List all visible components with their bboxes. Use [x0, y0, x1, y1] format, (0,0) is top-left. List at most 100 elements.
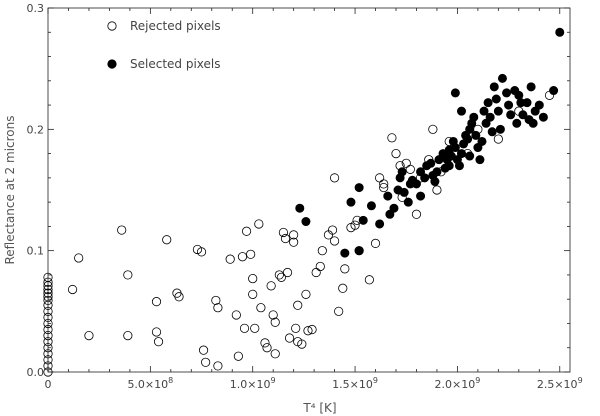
rejected-pixel-point — [43, 349, 53, 359]
selected-pixel-point — [504, 100, 514, 110]
rejected-pixel-point — [248, 273, 258, 284]
rejected-pixel-point — [237, 252, 248, 262]
rejected-pixel-point — [67, 284, 78, 295]
selected-pixel-point — [479, 106, 489, 116]
selected-pixel-point — [475, 155, 485, 165]
selected-pixel-point — [426, 158, 436, 168]
rejected-pixel-point — [43, 355, 53, 365]
selected-pixel-point — [450, 88, 460, 98]
selected-pixel-point — [491, 94, 501, 104]
rejected-pixel-point — [43, 284, 53, 295]
rejected-pixel-point — [174, 292, 184, 302]
rejected-pixel-point — [307, 324, 317, 335]
selected-pixel-point — [389, 203, 399, 213]
rejected-pixel-point — [43, 288, 53, 298]
rejected-pixel-point — [274, 270, 284, 280]
rejected-pixel-point — [231, 310, 241, 320]
x-tick-label: 2.0×109 — [435, 376, 481, 391]
rejected-pixel-point — [270, 317, 280, 327]
y-tick-label: 0.2 — [27, 123, 45, 136]
rejected-pixel-point — [162, 235, 172, 245]
x-axis-title: T⁴ [K] — [302, 401, 336, 415]
legend-selected-label: Selected pixels — [130, 57, 221, 71]
selected-pixel-point — [526, 82, 536, 92]
rejected-pixel-point — [291, 323, 301, 333]
y-tick-label: 0.0 — [27, 366, 45, 379]
selected-pixel-point — [483, 98, 493, 108]
rejected-pixel-point — [123, 270, 133, 280]
rejected-pixel-point — [151, 327, 162, 337]
rejected-pixel-point — [379, 182, 389, 193]
selected-pixel-point — [375, 219, 385, 229]
rejected-pixel-point — [43, 337, 53, 347]
selected-pixel-point — [444, 161, 454, 171]
selected-pixel-point — [512, 118, 522, 128]
legend-selected-marker — [107, 59, 117, 69]
selected-pixel-point — [469, 112, 479, 122]
rejected-pixel-point — [248, 289, 258, 299]
rejected-pixel-point — [334, 306, 344, 316]
selected-pixel-point — [497, 73, 507, 83]
rejected-pixel-point — [117, 225, 127, 235]
rejected-pixel-point — [211, 295, 221, 306]
rejected-pixel-point — [43, 281, 53, 291]
selected-pixel-point — [485, 112, 495, 122]
rejected-pixel-point — [84, 330, 94, 341]
x-tick-label: 1.0×109 — [230, 376, 276, 391]
selected-pixel-point — [489, 82, 499, 92]
selected-pixel-point — [495, 124, 505, 134]
rejected-pixel-point — [213, 361, 223, 371]
rejected-pixel-point — [254, 219, 264, 229]
rejected-pixel-point — [43, 324, 53, 335]
rejected-pixel-point — [151, 297, 162, 307]
selected-pixel-point — [366, 201, 376, 211]
y-axis-ticks: 0.0 0.1 0.2 0.3 — [27, 2, 570, 379]
rejected-pixel-point — [432, 185, 442, 195]
selected-pixel-point — [506, 110, 516, 120]
legend-rejected-marker — [107, 21, 117, 31]
selected-pixel-point — [493, 106, 503, 116]
rejected-pixel-point — [43, 330, 53, 341]
rejected-pixel-point — [241, 226, 252, 236]
selected-pixel-point — [403, 197, 413, 207]
rejected-pixel-point — [280, 233, 291, 244]
selected-pixel-point — [397, 167, 407, 177]
rejected-pixel-point — [153, 337, 164, 347]
legend-rejected-label: Rejected pixels — [130, 19, 221, 33]
selected-pixel-point — [477, 136, 487, 146]
x-tick-label: 0 — [45, 378, 52, 391]
rejected-pixel-point — [260, 338, 270, 348]
selected-pixel-point — [411, 179, 421, 189]
selected-pixel-point — [555, 27, 565, 37]
selected-pixel-point — [399, 187, 409, 197]
selected-pixel-point — [383, 191, 393, 201]
rejected-pixel-point — [276, 272, 286, 282]
selected-pixel-point — [487, 127, 497, 137]
rejected-pixel-point — [43, 367, 53, 377]
selected-pixel-point — [538, 112, 548, 122]
rejected-pixel-point — [370, 238, 381, 248]
selected-pixel-point — [358, 215, 368, 225]
rejected-pixel-point — [391, 149, 401, 159]
rejected-pixel-point — [43, 277, 53, 287]
rejected-pixel-point — [387, 133, 397, 143]
rejected-pixel-point — [196, 247, 207, 257]
selected-pixel-point — [430, 177, 440, 187]
plot-frame — [47, 7, 571, 373]
selected-pixel-point — [295, 203, 305, 213]
rejected-pixel-point — [270, 349, 280, 359]
rejected-pixel-point — [340, 264, 350, 274]
rejected-pixel-point — [379, 179, 389, 189]
rejected-pixel-point — [293, 300, 303, 310]
selected-pixel-point — [450, 143, 460, 153]
rejected-pixel-point — [428, 124, 438, 134]
rejected-pixel-point — [43, 318, 53, 329]
legend: Rejected pixels Selected pixels — [107, 19, 221, 71]
rejected-pixel-point — [43, 306, 53, 316]
rejected-pixel-point — [338, 283, 348, 293]
rejected-pixel-point — [297, 339, 307, 349]
rejected-pixel-point — [301, 289, 311, 299]
selected-pixel-point — [457, 106, 467, 116]
rejected-pixel-point — [411, 209, 422, 219]
